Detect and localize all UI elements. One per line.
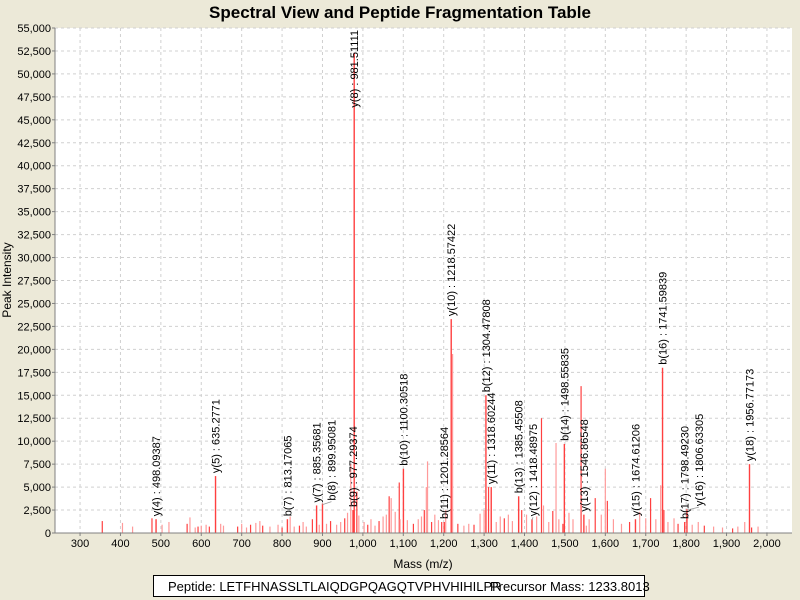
x-tick-label: 700 [232,538,250,550]
peak-label: b(14) : 1498.55835 [559,348,571,441]
y-tick-label: 15,000 [17,390,51,402]
precursor-mass: Precursor Mass: 1233.8013 [490,579,650,594]
x-tick-label: 600 [192,538,210,550]
x-tick-label: 1,400 [511,538,539,550]
y-tick-label: 27,500 [17,276,51,288]
x-tick-label: 800 [273,538,291,550]
x-tick-label: 1,100 [390,538,418,550]
x-tick-label: 1,600 [592,538,620,550]
peak-label: y(18) : 1956.77173 [744,369,756,461]
x-tick-label: 1,500 [551,538,579,550]
y-tick-label: 17,500 [17,367,51,379]
y-tick-label: 40,000 [17,161,51,173]
y-tick-label: 37,500 [17,184,51,196]
y-axis-label: Peak Intensity [0,242,14,317]
y-tick-label: 50,000 [17,69,51,81]
peaks [101,52,759,533]
x-tick-label: 1,900 [713,538,741,550]
peptide-sequence: Peptide: LETFHNASSLTLAIQDGPQAGQTVPHVHIHI… [168,579,502,594]
y-tick-label: 52,500 [17,46,51,58]
y-tick-label: 7,500 [23,459,51,471]
peak-label: b(11) : 1201.28564 [439,427,451,519]
peak-label: b(8) : 899.95081 [326,420,338,501]
label-leader-line [322,501,332,505]
peak-labels: y(4) : 498.09387 y(5) : 635.2771 b(7) : 81… [151,30,756,519]
y-tick-label: 42,500 [17,138,51,150]
y-tick-label: 30,000 [17,253,51,265]
y-tick-label: 20,000 [17,344,51,356]
peak-label: y(12) : 1418.48975 [528,424,540,516]
peak-label: b(17) : 1798.49230 [680,426,692,519]
x-ticks: 300 400 500 600 700 800 900 1,000 1,100 1,200 1,30… [71,533,781,550]
y-tick-label: 25,000 [17,298,51,310]
y-tick-label: 10,000 [17,436,51,448]
peak-label: b(9) : 977.29374 [348,426,360,507]
label-leader-line [531,517,534,521]
y-tick-label: 47,500 [17,92,51,104]
x-tick-label: 1,000 [349,538,377,550]
y-tick-label: 45,000 [17,115,51,127]
grid [55,27,792,533]
x-tick-label: 2,000 [753,538,781,550]
y-tick-label: 12,500 [17,413,51,425]
peak-label: y(13) : 1546.86548 [579,419,591,511]
peak-label: b(16) : 1741.59839 [658,272,670,365]
chart-title: Spectral View and Peptide Fragmentation … [209,3,591,22]
peptide-info-box: Peptide: LETFHNASSLTLAIQDGPQAGQTVPHVHIHI… [153,575,650,597]
x-axis-label: Mass (m/z) [393,557,452,571]
label-leader-line [686,506,700,511]
peak-label: b(10) : 1100.30518 [398,374,410,466]
x-tick-label: 1,200 [430,538,458,550]
y-tick-label: 2,500 [23,505,51,517]
peak-label: y(15) : 1674.61206 [630,424,642,516]
peak-label: b(13) : 1385.45508 [514,400,526,493]
y-tick-label: 55,000 [17,23,51,35]
y-tick-label: 5,000 [23,482,51,494]
y-tick-label: 35,000 [17,207,51,219]
peak-label: y(10) : 1218.57422 [446,224,458,316]
x-tick-label: 500 [152,538,170,550]
peak-label: y(5) : 635.2771 [211,399,223,473]
y-tick-label: 32,500 [17,230,51,242]
x-tick-label: 1,700 [632,538,660,550]
peak-label: b(12) : 1304.47808 [481,299,493,392]
peak-label: y(16) : 1806.63305 [694,414,706,506]
y-ticks: 0 2,500 5,000 7,500 10,000 12,500 15,000 17,500… [17,23,55,540]
peak-label: y(11) : 1318.60244 [486,393,498,485]
peak-label: y(8) : 981.51111 [349,30,361,108]
x-tick-label: 1,800 [672,538,700,550]
y-tick-label: 0 [45,528,51,540]
x-tick-label: 1,300 [470,538,498,550]
x-tick-label: 400 [111,538,129,550]
x-tick-label: 900 [313,538,331,550]
peak-label: b(7) : 813.17065 [282,435,294,516]
label-leaders [322,501,700,521]
y-tick-label: 22,500 [17,321,51,333]
x-tick-label: 300 [71,538,89,550]
peak-label: y(4) : 498.09387 [151,436,163,516]
peak-label: y(7) : 885.35681 [312,422,324,502]
